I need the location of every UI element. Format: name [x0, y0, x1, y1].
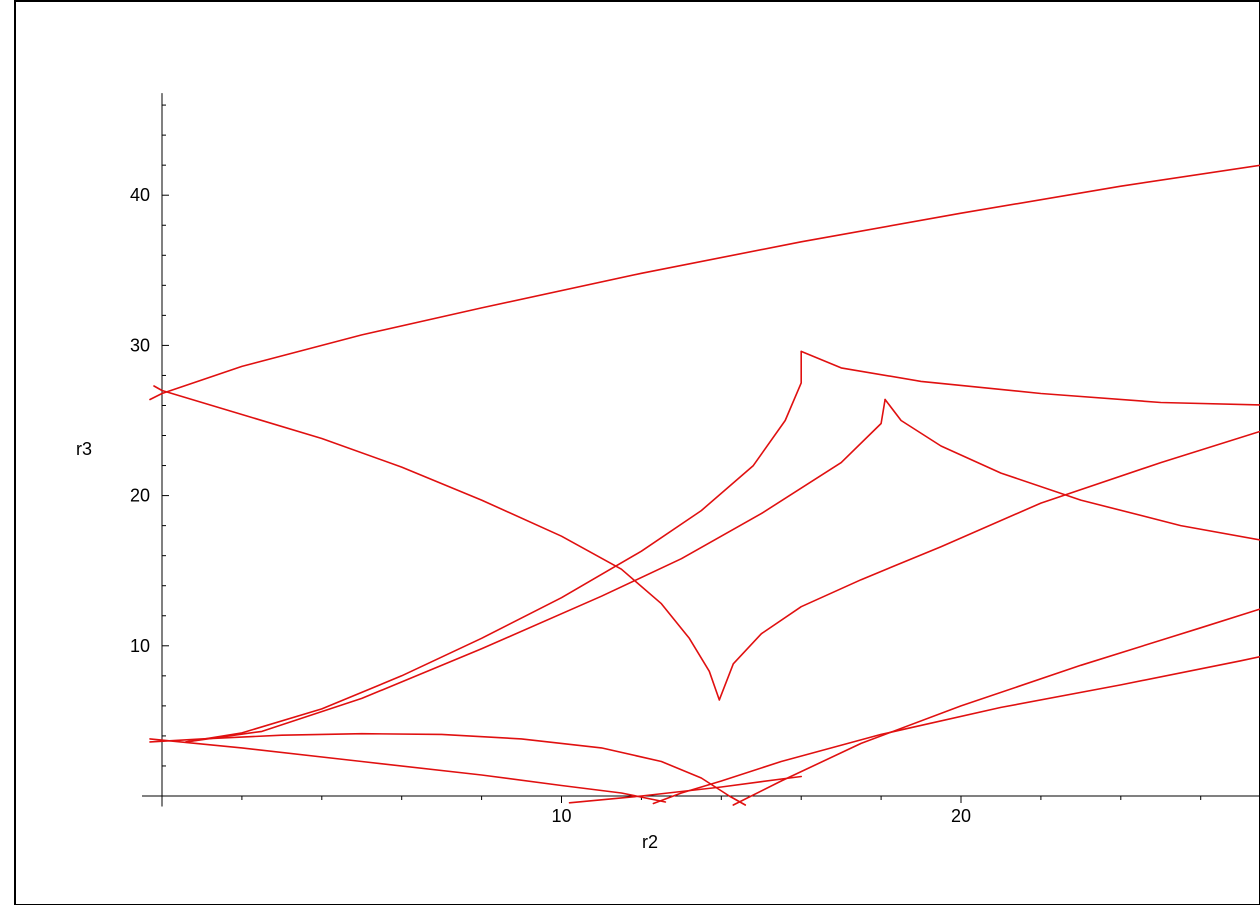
x-tick-label: 20 — [951, 806, 971, 826]
curves — [149, 164, 1260, 806]
curve-left-bulge-to-bottom — [149, 732, 747, 806]
curve-left-to-upper-cusp — [185, 350, 802, 743]
curve-outer-loop — [149, 164, 1260, 805]
curve-upper-arc — [800, 350, 1260, 406]
y-tick-label: 40 — [130, 185, 150, 205]
curve-cusp-to-lower-right — [718, 430, 1260, 701]
ticks: 1020304010203040 — [130, 104, 1202, 826]
y-tick-label: 30 — [130, 335, 150, 355]
curve-mid-cusp-to-right — [884, 398, 1260, 541]
curve-left-lower-to-bottom — [149, 738, 667, 803]
curve-bottom-to-right — [732, 608, 1260, 806]
frame-border — [14, 0, 1260, 905]
axes — [142, 93, 1260, 807]
y-axis-title: r3 — [76, 439, 92, 459]
y-tick-label: 20 — [130, 486, 150, 506]
x-axis-title: r2 — [642, 832, 658, 852]
curve-diagonal-to-cusp — [153, 385, 721, 701]
y-tick-label: 10 — [130, 636, 150, 656]
x-tick-label: 10 — [551, 806, 571, 826]
curve-bottom-bridge — [568, 775, 802, 804]
curve-left-to-mid-cusp — [185, 398, 886, 743]
